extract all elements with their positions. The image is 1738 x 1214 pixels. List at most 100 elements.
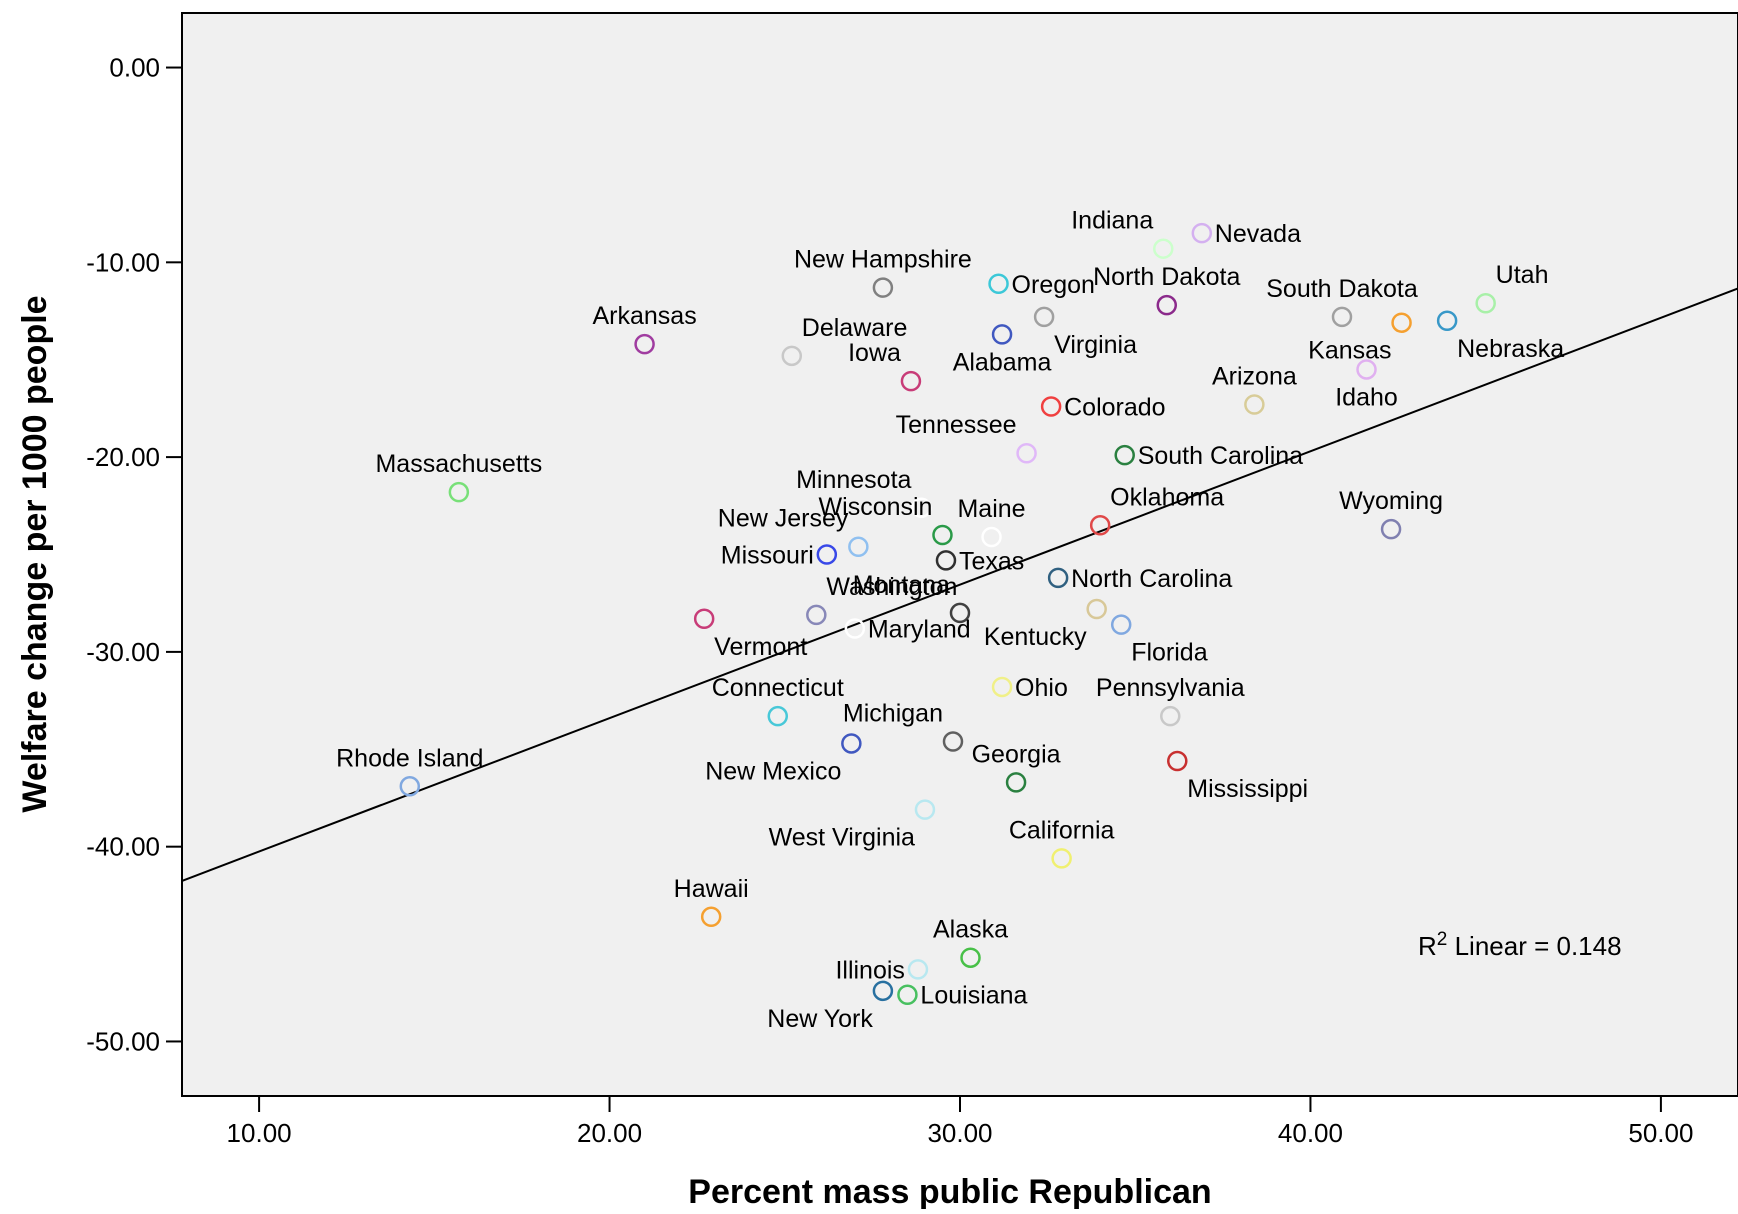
data-point [1016,442,1037,464]
data-point [1089,515,1111,536]
point-label: Florida [1131,639,1208,667]
data-point [693,608,715,630]
point-label: Vermont [714,633,807,661]
point-label: California [1009,816,1115,844]
data-point [991,324,1013,345]
data-point [1191,222,1213,244]
point-label: South Carolina [1138,442,1303,470]
data-point [1086,598,1107,620]
point-label: Georgia [972,740,1061,768]
y-tick-label: -10.00 [86,247,160,277]
point-label: Maryland [868,616,971,644]
point-label: West Virginia [769,824,915,852]
data-point [1110,614,1132,635]
point-label: Utah [1496,261,1549,289]
point-label: Mississippi [1187,775,1308,803]
point-label: Ohio [1015,674,1068,702]
point-label: Kentucky [984,623,1087,651]
data-point [991,676,1013,698]
point-label: Arizona [1212,363,1297,391]
point-label: Connecticut [712,674,844,702]
point-label: Iowa [848,339,901,367]
data-points [399,222,1496,1005]
data-point [781,345,803,367]
data-point [1005,772,1027,793]
data-point [949,602,971,624]
data-point [935,550,957,571]
point-label: Alaska [933,916,1008,944]
data-point [767,705,789,727]
x-tick-label: 40.00 [1278,1118,1343,1148]
point-label: Alabama [953,348,1052,376]
point-label: New Jersey [718,505,849,533]
r2-superscript: 2 [1437,929,1448,950]
data-point [1160,705,1181,727]
data-point [806,604,827,626]
data-point [1040,396,1062,417]
data-point [1033,306,1055,328]
point-label: North Dakota [1093,263,1240,291]
point-label: South Dakota [1266,275,1418,303]
y-tick-label: 0.00 [109,53,160,83]
data-point [932,524,953,546]
data-point [981,526,1002,548]
point-label: Washington [826,573,957,601]
data-point [1331,306,1353,328]
point-label: Wisconsin [819,493,933,521]
data-point [1391,312,1412,333]
data-point [942,731,964,752]
data-point [900,370,922,392]
r2-annotation: R2 Linear = 0.148 [1418,929,1622,961]
data-point [1153,238,1174,259]
point-label: New Hampshire [794,246,972,274]
y-tick-label: -20.00 [86,442,160,472]
data-point [914,799,936,820]
y-axis-title: Welfare change per 1000 people [16,295,54,812]
data-point [1167,750,1188,772]
data-point [1114,444,1135,466]
point-label: Minnesota [796,466,911,494]
y-tick-label: -40.00 [86,832,160,862]
point-label: New York [767,1005,873,1033]
data-point [1156,294,1178,316]
point-label: Indiana [1071,207,1153,235]
point-label: Missouri [721,542,814,570]
data-point [848,536,869,557]
y-axis: 0.00 -10.00 -20.00 -30.00 -40.00 -50.00 [86,53,182,1056]
data-point [1475,292,1496,314]
point-label: Rhode Island [336,744,483,772]
data-point [399,776,421,797]
point-label: Texas [959,547,1024,575]
data-point [844,618,866,639]
point-label: Michigan [843,699,943,727]
data-point [872,980,894,1002]
r2-text: Linear = 0.148 [1447,931,1621,961]
point-label: Virginia [1054,331,1137,359]
point-label: Kansas [1308,337,1391,365]
data-point [634,333,655,355]
data-point [841,733,862,754]
point-label: Montana [853,571,950,599]
data-point [911,497,932,519]
point-label: Nevada [1215,220,1301,248]
data-point [988,273,1009,294]
point-label: Hawaii [674,875,749,903]
point-label: New Mexico [705,757,841,785]
y-tick-label: -30.00 [86,637,160,667]
y-tick-label: -50.00 [86,1026,160,1056]
data-point [897,984,918,1005]
point-label: Illinois [835,956,904,984]
data-point [1436,310,1458,332]
x-tick-label: 10.00 [227,1118,292,1148]
point-label: Louisiana [920,982,1027,1010]
data-point [960,947,981,968]
data-point [1356,359,1377,380]
point-label: North Carolina [1071,565,1232,593]
data-point [448,481,470,503]
data-point [1047,567,1069,589]
point-label: Nebraska [1457,335,1564,363]
data-point [872,277,894,298]
